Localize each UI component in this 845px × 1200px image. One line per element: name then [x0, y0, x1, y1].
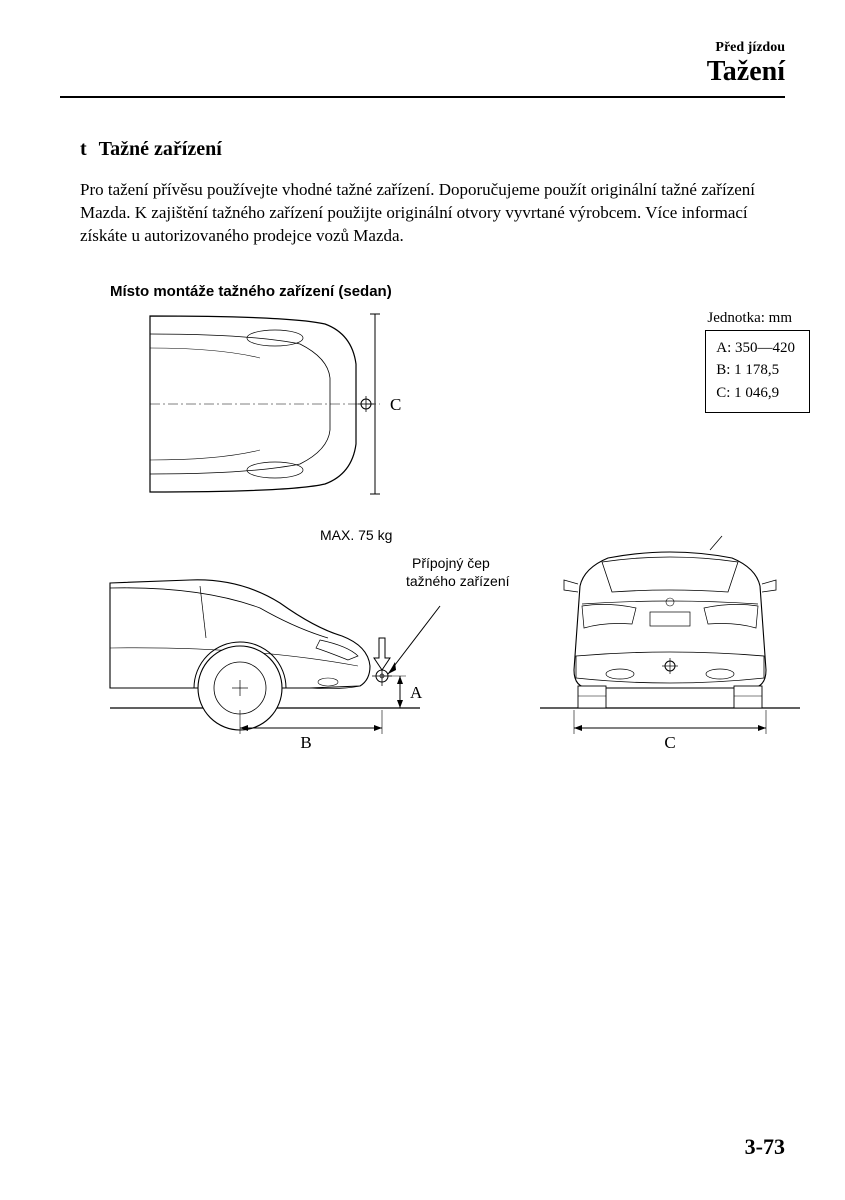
- label-c-bottom: C: [664, 733, 675, 752]
- header-chapter: Před jízdou: [60, 40, 785, 56]
- units-label: Jednotka: mm: [707, 310, 792, 327]
- diagram-svg: C: [90, 308, 810, 798]
- car-top-view: C: [150, 314, 401, 494]
- label-b: B: [300, 733, 311, 752]
- pin-label-2: tažného zařízení: [406, 573, 510, 589]
- body-paragraph: Pro tažení přívěsu používejte vhodné taž…: [80, 179, 765, 248]
- dimension-c: C: 1 046,9: [716, 382, 795, 405]
- car-side-view: A B MAX. 75 kg Přípojný čep tažného zaří…: [110, 527, 510, 752]
- technical-diagram: Jednotka: mm A: 350—420 B: 1 178,5 C: 1 …: [90, 308, 810, 798]
- section-title-text: Tažné zařízení: [99, 138, 222, 160]
- section-marker: t: [80, 138, 87, 160]
- max-weight-label: MAX. 75 kg: [320, 527, 392, 543]
- label-c-top: C: [390, 395, 401, 414]
- page-header: Před jízdou Tažení: [60, 40, 785, 88]
- pin-label-1: Přípojný čep: [412, 555, 490, 571]
- diagram-caption: Místo montáže tažného zařízení (sedan): [110, 283, 785, 300]
- car-rear-view: C: [540, 536, 800, 752]
- dimension-b: B: 1 178,5: [716, 359, 795, 382]
- section-heading: t Tažné zařízení: [80, 138, 785, 161]
- page-number: 3-73: [745, 1134, 785, 1160]
- dimensions-box: A: 350—420 B: 1 178,5 C: 1 046,9: [705, 330, 810, 414]
- header-rule: [60, 96, 785, 98]
- dimension-a: A: 350—420: [716, 337, 795, 360]
- header-title: Tažení: [60, 56, 785, 88]
- label-a: A: [410, 683, 423, 702]
